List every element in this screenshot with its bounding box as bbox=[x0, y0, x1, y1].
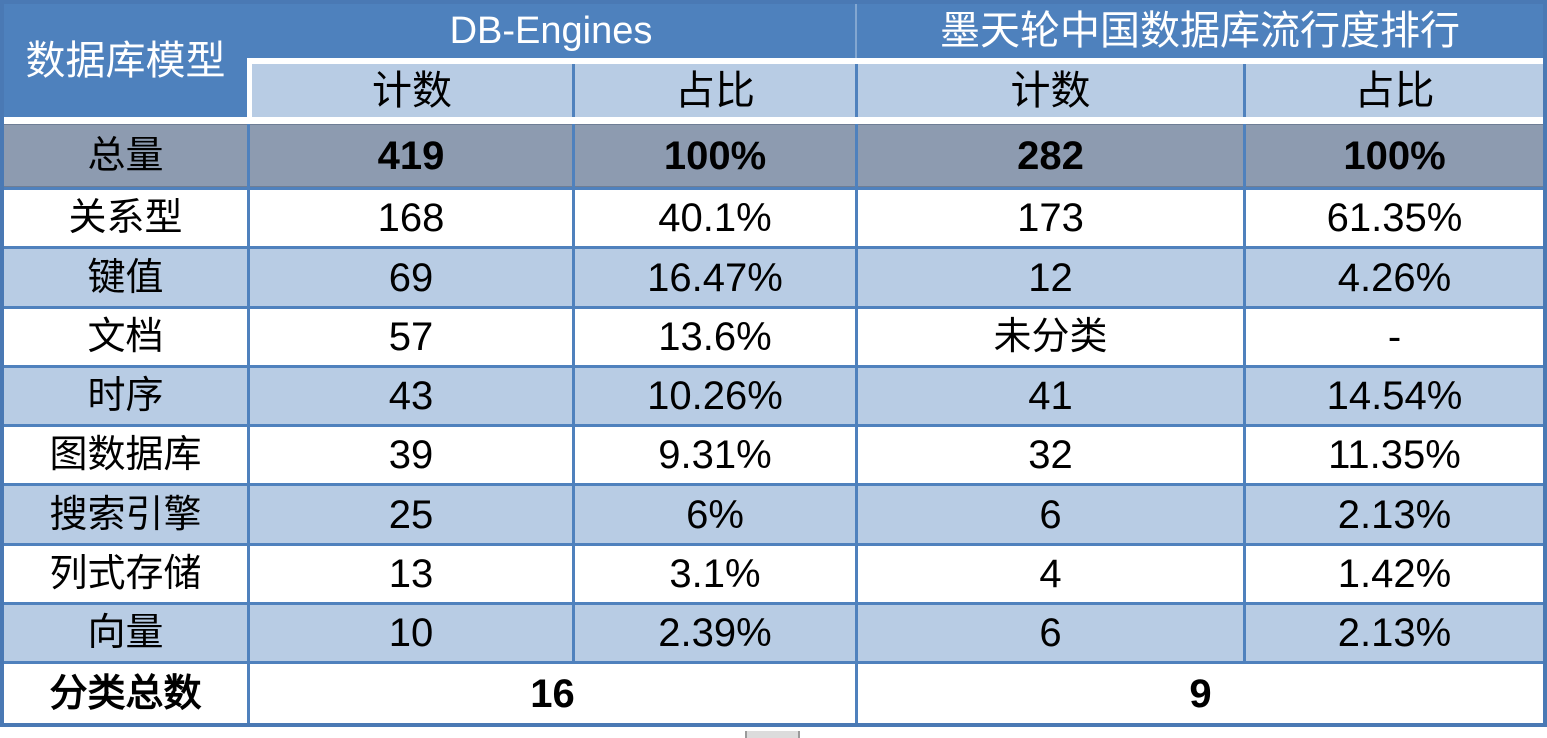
cell-value: 6 bbox=[855, 602, 1243, 661]
cell-value: 6 bbox=[855, 483, 1243, 543]
group-header-db-engines: DB-Engines bbox=[247, 4, 855, 58]
cell-value: 32 bbox=[855, 424, 1243, 483]
cell-value: 16.47% bbox=[572, 246, 855, 306]
cell-value: 100% bbox=[1243, 124, 1543, 187]
cell-value: 2.13% bbox=[1243, 602, 1543, 661]
row-label: 总量 bbox=[4, 124, 247, 187]
subheader-modb-share: 占比 bbox=[1243, 64, 1543, 117]
cell-value: 40.1% bbox=[572, 187, 855, 246]
cell-value: 100% bbox=[572, 124, 855, 187]
group-header-modb-ranking: 墨天轮中国数据库流行度排行 bbox=[855, 4, 1543, 58]
cell-value: 4 bbox=[855, 543, 1243, 602]
row-label: 键值 bbox=[4, 246, 247, 306]
cell-value: 14.54% bbox=[1243, 365, 1543, 424]
cell-value: 41 bbox=[855, 365, 1243, 424]
cell-value: 10 bbox=[247, 602, 572, 661]
cell-value: 69 bbox=[247, 246, 572, 306]
cell-value: 57 bbox=[247, 306, 572, 365]
cell-value: 2.39% bbox=[572, 602, 855, 661]
cell-value: - bbox=[1243, 306, 1543, 365]
subheader-dbengines-share: 占比 bbox=[572, 64, 855, 117]
row-label: 向量 bbox=[4, 602, 247, 661]
cell-value: 282 bbox=[855, 124, 1243, 187]
cell-value: 13.6% bbox=[572, 306, 855, 365]
cell-value: 168 bbox=[247, 187, 572, 246]
cell-value: 6% bbox=[572, 483, 855, 543]
subheader-modb-count: 计数 bbox=[855, 64, 1243, 117]
cell-value: 1.42% bbox=[1243, 543, 1543, 602]
row-dimension-header: 数据库模型 bbox=[4, 4, 247, 117]
cell-value: 43 bbox=[247, 365, 572, 424]
cell-value: 39 bbox=[247, 424, 572, 483]
row-label: 关系型 bbox=[4, 187, 247, 246]
cell-value: 未分类 bbox=[855, 306, 1243, 365]
cell-value: 12 bbox=[855, 246, 1243, 306]
row-label: 列式存储 bbox=[4, 543, 247, 602]
row-label: 分类总数 bbox=[4, 661, 247, 723]
cell-value: 9.31% bbox=[572, 424, 855, 483]
row-label: 时序 bbox=[4, 365, 247, 424]
subheader-dbengines-count: 计数 bbox=[247, 64, 572, 117]
scroll-thumb-artifact bbox=[745, 731, 800, 738]
cell-value: 10.26% bbox=[572, 365, 855, 424]
cell-value: 4.26% bbox=[1243, 246, 1543, 306]
cell-value: 61.35% bbox=[1243, 187, 1543, 246]
cell-value: 2.13% bbox=[1243, 483, 1543, 543]
cell-value: 13 bbox=[247, 543, 572, 602]
cell-value: 173 bbox=[855, 187, 1243, 246]
cell-value: 25 bbox=[247, 483, 572, 543]
row-label: 文档 bbox=[4, 306, 247, 365]
cell-value: 419 bbox=[247, 124, 572, 187]
cell-value: 11.35% bbox=[1243, 424, 1543, 483]
row-label: 搜索引擎 bbox=[4, 483, 247, 543]
cell-value: 9 bbox=[855, 661, 1543, 723]
row-label: 图数据库 bbox=[4, 424, 247, 483]
cell-value: 16 bbox=[247, 661, 855, 723]
cell-value: 3.1% bbox=[572, 543, 855, 602]
